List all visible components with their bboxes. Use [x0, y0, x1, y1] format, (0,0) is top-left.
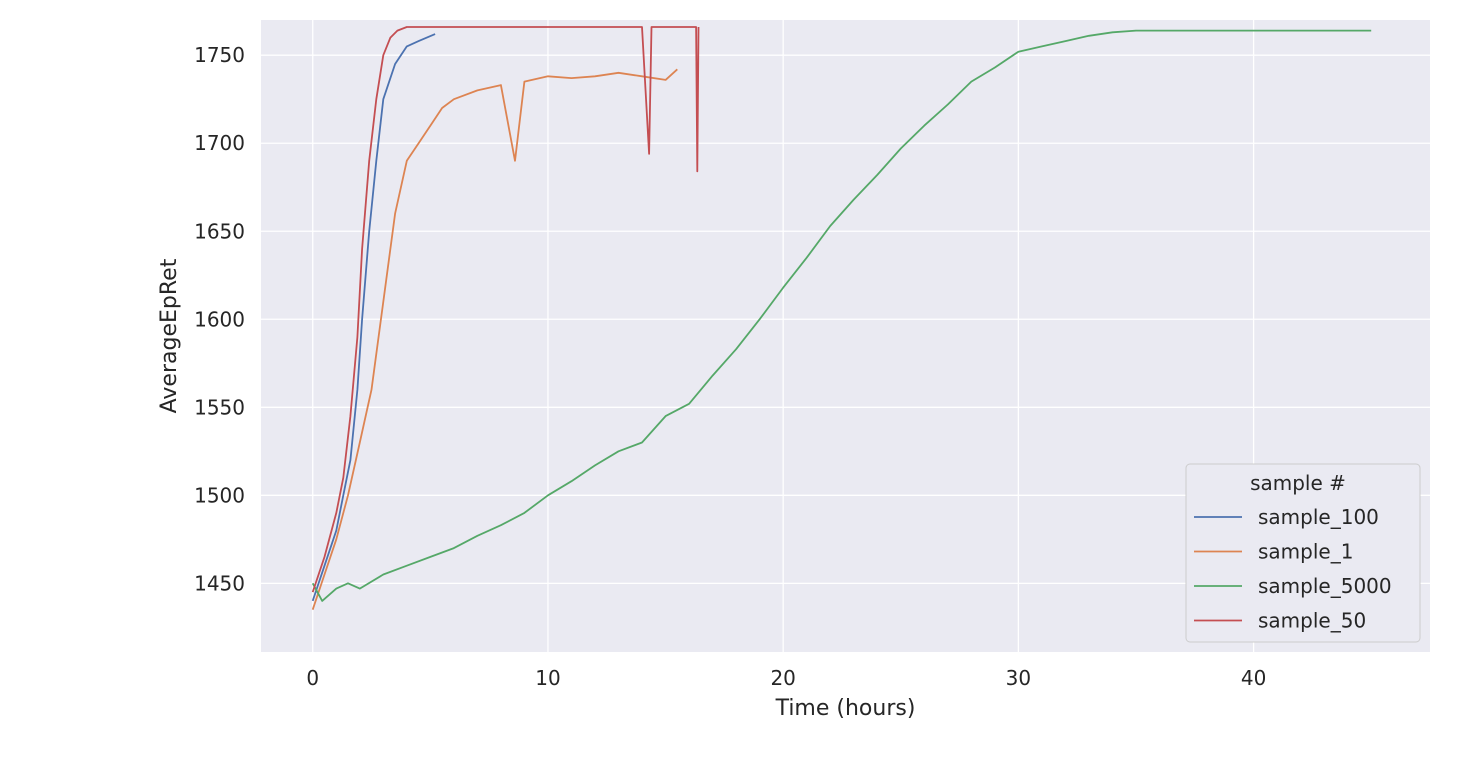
- y-tick-label: 1500: [194, 483, 245, 507]
- series-line-sample_5000: [311, 29, 1372, 602]
- x-tick-labels: 0 10 20 30 40: [306, 666, 1266, 690]
- x-tick-label: 20: [770, 666, 795, 690]
- series-lines: [311, 26, 1372, 610]
- series-line-sample_50: [311, 26, 700, 593]
- legend: sample # sample_100sample_1sample_5000sa…: [1185, 463, 1421, 643]
- x-tick-label: 30: [1006, 666, 1031, 690]
- y-tick-label: 1750: [194, 43, 245, 67]
- y-axis-label: AverageEpRet: [157, 258, 182, 413]
- legend-label: sample_1: [1258, 540, 1353, 564]
- legend-items: sample_100 sample_1 sample_5000 sample_50: [1194, 505, 1392, 633]
- x-tick-label: 10: [535, 666, 560, 690]
- y-tick-labels: 1450 1500 1550 1600 1650 1700 1750: [194, 43, 245, 595]
- series-line-sample_1: [311, 68, 678, 610]
- y-tick-label: 1550: [194, 395, 245, 419]
- x-axis-label: Time (hours): [775, 696, 916, 721]
- y-tick-label: 1650: [194, 219, 245, 243]
- y-tick-label: 1600: [194, 307, 245, 331]
- y-tick-label: 1700: [194, 131, 245, 155]
- x-tick-label: 40: [1241, 666, 1266, 690]
- legend-title: sample #: [1250, 471, 1346, 495]
- legend-label: sample_100: [1258, 505, 1379, 529]
- series-line-sample_100: [311, 33, 436, 602]
- y-tick-label: 1450: [194, 571, 245, 595]
- x-tick-label: 0: [306, 666, 319, 690]
- legend-box: [1185, 463, 1421, 643]
- legend-label: sample_5000: [1258, 574, 1392, 598]
- legend-label: sample_50: [1258, 609, 1366, 633]
